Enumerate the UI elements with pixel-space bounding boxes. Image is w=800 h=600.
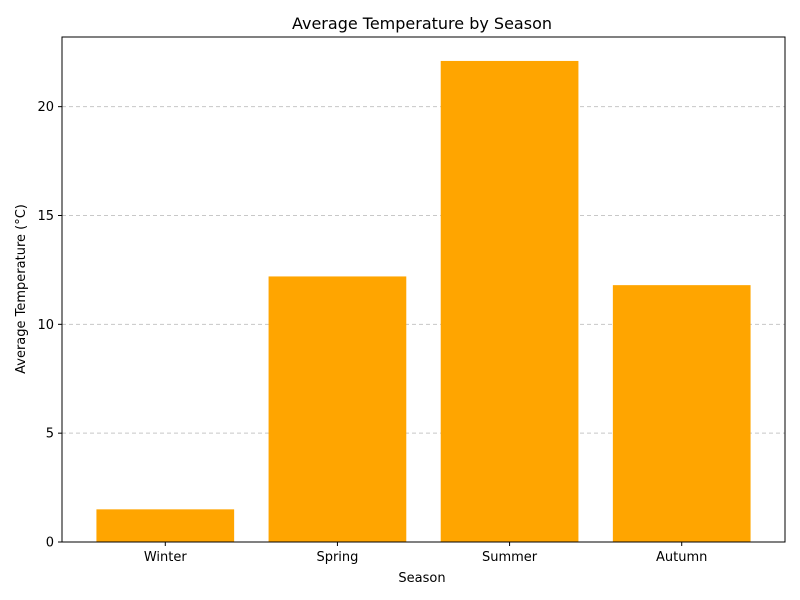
y-tick-label: 15 <box>37 209 54 224</box>
y-tick-label: 10 <box>37 318 54 333</box>
bar-autumn <box>612 285 751 542</box>
bar-winter <box>96 509 235 542</box>
y-axis-label: Average Temperature (°C) <box>14 204 29 374</box>
plot-frame <box>61 36 786 543</box>
x-tick-label: Summer <box>482 550 538 565</box>
y-axis-ticks: 0 5 10 15 20 <box>37 100 62 551</box>
chart-title: Average Temperature by Season <box>292 14 552 33</box>
x-axis-ticks: Winter Spring Summer Autumn <box>144 542 707 565</box>
x-tick-label: Autumn <box>656 550 707 565</box>
y-tick-label: 0 <box>46 536 54 551</box>
y-tick-label: 20 <box>37 100 54 115</box>
y-tick-label: 5 <box>46 427 54 442</box>
bar-summer <box>440 60 579 542</box>
x-tick-label: Winter <box>144 550 188 565</box>
bars <box>96 60 751 542</box>
x-tick-label: Spring <box>316 550 358 565</box>
x-axis-label: Season <box>398 571 445 586</box>
bar-spring <box>268 276 407 542</box>
